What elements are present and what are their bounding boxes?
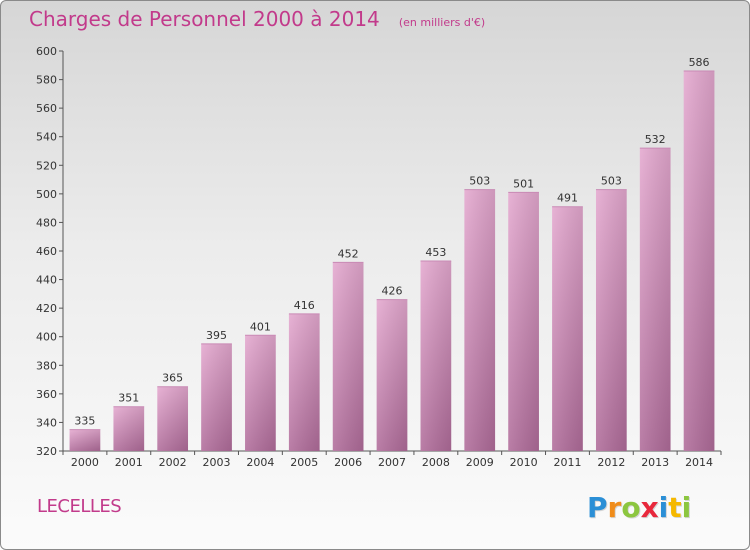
x-tick-label: 2010 [510, 456, 538, 469]
bar-shade [508, 192, 539, 451]
bar-shade [201, 343, 232, 451]
bar-shade [464, 189, 496, 452]
x-tick-label: 2004 [246, 456, 274, 469]
x-tick-label: 2007 [378, 456, 406, 469]
y-tick-label: 520 [36, 159, 57, 172]
x-tick-label: 2011 [553, 456, 581, 469]
x-tick-label: 2008 [422, 456, 450, 469]
logo-letter: i [658, 491, 669, 524]
logo-letter: x [640, 491, 659, 524]
y-tick-label: 560 [36, 102, 57, 115]
x-tick-label: 2006 [334, 456, 362, 469]
logo-letter: t [668, 491, 682, 524]
bar-value-label: 365 [162, 372, 183, 385]
title-row: Charges de Personnel 2000 à 2014 (en mil… [29, 7, 485, 31]
x-tick-label: 2014 [685, 456, 713, 469]
x-tick-label: 2005 [290, 456, 318, 469]
bar-value-label: 395 [206, 329, 227, 342]
bar-value-label: 351 [118, 392, 139, 405]
place-name: LECELLES [37, 496, 122, 517]
y-tick-label: 440 [36, 274, 57, 287]
x-tick-label: 2003 [203, 456, 231, 469]
bar-shade [157, 386, 189, 451]
logo-letter: r [607, 491, 622, 524]
y-tick-label: 320 [36, 445, 57, 458]
proxiti-logo: Proxiti [587, 491, 691, 524]
logo-letter: i [681, 491, 692, 524]
y-tick-label: 360 [36, 388, 57, 401]
bar-value-label: 452 [338, 247, 359, 260]
bar-value-label: 503 [469, 175, 490, 188]
bar-value-label: 501 [513, 177, 534, 190]
x-tick-label: 2001 [115, 456, 143, 469]
bar-value-label: 586 [689, 56, 710, 69]
x-tick-label: 2013 [641, 456, 669, 469]
bar-shade [595, 189, 627, 452]
bar-shade [69, 429, 101, 451]
bar-shade [639, 148, 671, 451]
y-tick-label: 480 [36, 216, 57, 229]
y-tick-label: 500 [36, 188, 57, 201]
y-tick-label: 340 [36, 416, 57, 429]
bar-shade [420, 261, 452, 451]
bar-value-label: 491 [557, 192, 578, 205]
bar-value-label: 532 [645, 133, 666, 146]
x-tick-label: 2002 [159, 456, 187, 469]
bar-value-label: 416 [294, 299, 315, 312]
bar-shade [332, 262, 364, 451]
y-tick-label: 580 [36, 74, 57, 87]
chart-title: Charges de Personnel 2000 à 2014 [29, 7, 380, 31]
y-tick-label: 380 [36, 359, 57, 372]
y-tick-label: 460 [36, 245, 57, 258]
y-tick-label: 400 [36, 331, 57, 344]
y-tick-label: 540 [36, 131, 57, 144]
bar-shade [376, 299, 408, 451]
bar-shade [245, 335, 276, 451]
bar-value-label: 401 [250, 320, 271, 333]
logo-letter: o [621, 491, 641, 524]
bar-value-label: 453 [425, 246, 446, 259]
chart-subtitle: (en milliers d'€) [398, 16, 486, 29]
bar-value-label: 503 [601, 175, 622, 188]
x-tick-label: 2012 [597, 456, 625, 469]
x-tick-label: 2009 [466, 456, 494, 469]
x-tick-label: 2000 [71, 456, 99, 469]
bar-shade [683, 71, 715, 451]
bar-shade [552, 206, 583, 451]
bar-value-label: 426 [382, 285, 403, 298]
bar-shade [113, 406, 145, 451]
bar-value-label: 335 [74, 415, 95, 428]
y-tick-label: 420 [36, 302, 57, 315]
y-tick-label: 600 [36, 45, 57, 58]
bar-shade [288, 313, 320, 451]
logo-letter: P [587, 491, 608, 524]
